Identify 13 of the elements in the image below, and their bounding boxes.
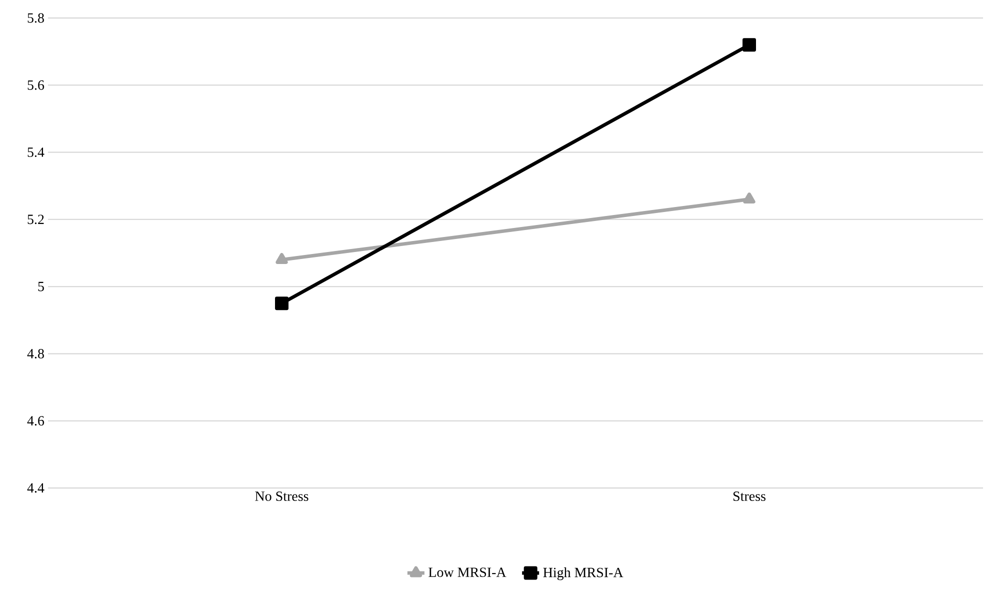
point xyxy=(742,38,756,52)
x-tick-label: No Stress xyxy=(255,492,308,501)
legend-label: High MRSI-A xyxy=(543,567,624,580)
y-tick-label: 5.8 xyxy=(28,13,44,23)
y-tick-label: 5.6 xyxy=(28,80,44,90)
legend-label: Low MRSI-A xyxy=(428,568,506,578)
y-tick-label: 4.6 xyxy=(27,416,44,426)
y-tick-label: 5.2 xyxy=(28,214,44,224)
y-tick-label: 5.4 xyxy=(28,148,44,157)
y-tick-label: 4.8 xyxy=(27,348,44,358)
y-tick-label: 5 xyxy=(38,282,44,292)
y-tick-label: 4.4 xyxy=(27,483,44,493)
x-tick-label: Stress xyxy=(733,492,766,501)
